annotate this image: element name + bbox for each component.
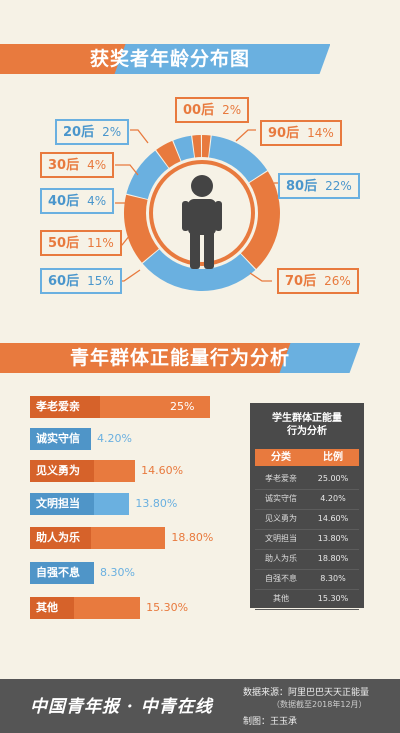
donut-slice-30后 <box>173 135 195 161</box>
behavior-chart-title: 青年群体正能量行为分析 <box>69 347 290 369</box>
bar-category-label: 自强不息 <box>36 566 80 579</box>
table-row: 文明担当 13.80% <box>255 529 359 550</box>
bar-label-background <box>30 428 91 450</box>
donut-slice-60后 <box>123 194 159 263</box>
table-cell-value: 15.30% <box>317 594 349 603</box>
footer-note: （数据截至2018年12月） <box>272 700 367 709</box>
donut-slice-00后 <box>202 135 211 158</box>
label-00s: 00后 2% <box>175 97 250 123</box>
footer-logo: 中国青年报 · 中青在线 <box>30 697 213 717</box>
bar-value-label: 25% <box>170 400 195 413</box>
donut-slice-20后 <box>192 135 202 158</box>
age-chart-banner: 获奖者年龄分布图 <box>0 44 330 74</box>
label-20s: 20后 2% <box>55 119 130 145</box>
table-cell-category: 孝老爱亲 <box>265 474 297 483</box>
table-cell-category: 文明担当 <box>265 534 297 543</box>
bar-category-label: 孝老爱亲 <box>36 400 80 413</box>
leader-line <box>235 129 256 142</box>
donut-slice-40后 <box>156 140 181 168</box>
table-cell-category: 见义勇为 <box>265 514 297 523</box>
bar-label-background <box>30 562 94 584</box>
label-30s: 30后 4% <box>40 152 115 178</box>
age-chart-title: 获奖者年龄分布图 <box>89 48 250 70</box>
student-behavior-table: 学生群体正能量 行为分析 分类 比例 孝老爱亲 25.00% 诚实守信 4.20% 见义… <box>250 403 364 610</box>
age-donut-chart <box>115 104 286 291</box>
table-cell-value: 25.00% <box>317 474 349 483</box>
table-cell-value: 18.80% <box>317 554 349 563</box>
bar-category-label: 助人为乐 <box>36 531 80 544</box>
bar-category-label: 其他 <box>36 601 58 614</box>
footer-source: 数据来源：阿里巴巴天天正能量 <box>243 688 370 698</box>
donut-slice-90后 <box>209 135 268 183</box>
label-50s: 50后 11% <box>40 230 122 256</box>
bar-category-label: 见义勇为 <box>36 464 80 477</box>
table-row: 助人为乐 18.80% <box>255 549 359 570</box>
footer-credit: 制图：王玉承 <box>243 717 298 727</box>
label-90s: 90后 14% <box>260 120 342 146</box>
table-title: 学生群体正能量 行为分析 <box>272 413 342 437</box>
bar-label-background <box>30 527 91 549</box>
label-60s: 60后 15% <box>40 268 122 294</box>
bar-value-label: 8.30% <box>100 566 135 579</box>
behavior-chart-banner: 青年群体正能量行为分析 <box>0 343 360 373</box>
bar-label-background <box>30 493 94 515</box>
table-row: 见义勇为 14.60% <box>255 509 359 530</box>
bar-category-label: 诚实守信 <box>36 432 80 445</box>
table-cell-value: 13.80% <box>317 534 349 543</box>
footer: 中国青年报 · 中青在线 数据来源：阿里巴巴天天正能量 （数据截至2018年12… <box>0 679 400 733</box>
table-cell-value: 4.20% <box>320 494 346 503</box>
table-cell-category: 其他 <box>273 594 289 603</box>
table-cell-value: 14.60% <box>317 514 349 523</box>
leader-line <box>249 272 272 282</box>
donut-slice-50后 <box>126 150 169 200</box>
table-row: 自强不息 8.30% <box>255 569 359 590</box>
bar-category-label: 文明担当 <box>36 497 80 510</box>
bar-value-label: 14.60% <box>141 464 184 477</box>
bar-value-label: 15.30% <box>146 601 189 614</box>
leader-line <box>115 164 139 176</box>
bar-value-label: 18.80% <box>171 531 214 544</box>
table-header: 分类 比例 <box>255 449 359 466</box>
donut-inner-ring <box>149 160 255 266</box>
donut-rings <box>123 135 280 291</box>
table-cell-category: 自强不息 <box>265 574 297 583</box>
person-icon <box>182 175 222 269</box>
table-row: 诚实守信 4.20% <box>255 489 359 510</box>
table-row: 孝老爱亲 25.00% <box>255 469 359 490</box>
donut-slice-80后 <box>240 171 280 270</box>
donut-slice-70后 <box>142 249 256 291</box>
bar-value-label: 13.80% <box>135 497 178 510</box>
bar-value-label: 4.20% <box>97 432 132 445</box>
bar-label-background <box>30 597 74 619</box>
label-40s: 40后 4% <box>40 188 115 214</box>
bar-label-background <box>30 460 94 482</box>
table-cell-category: 助人为乐 <box>265 554 297 563</box>
label-70s: 70后 26% <box>277 268 359 294</box>
bar-label-background <box>30 396 100 418</box>
leader-line <box>130 129 149 144</box>
table-row: 其他 15.30% <box>255 589 359 610</box>
table-cell-category: 诚实守信 <box>265 494 297 503</box>
label-80s: 80后 22% <box>278 173 360 199</box>
table-cell-value: 8.30% <box>320 574 346 583</box>
